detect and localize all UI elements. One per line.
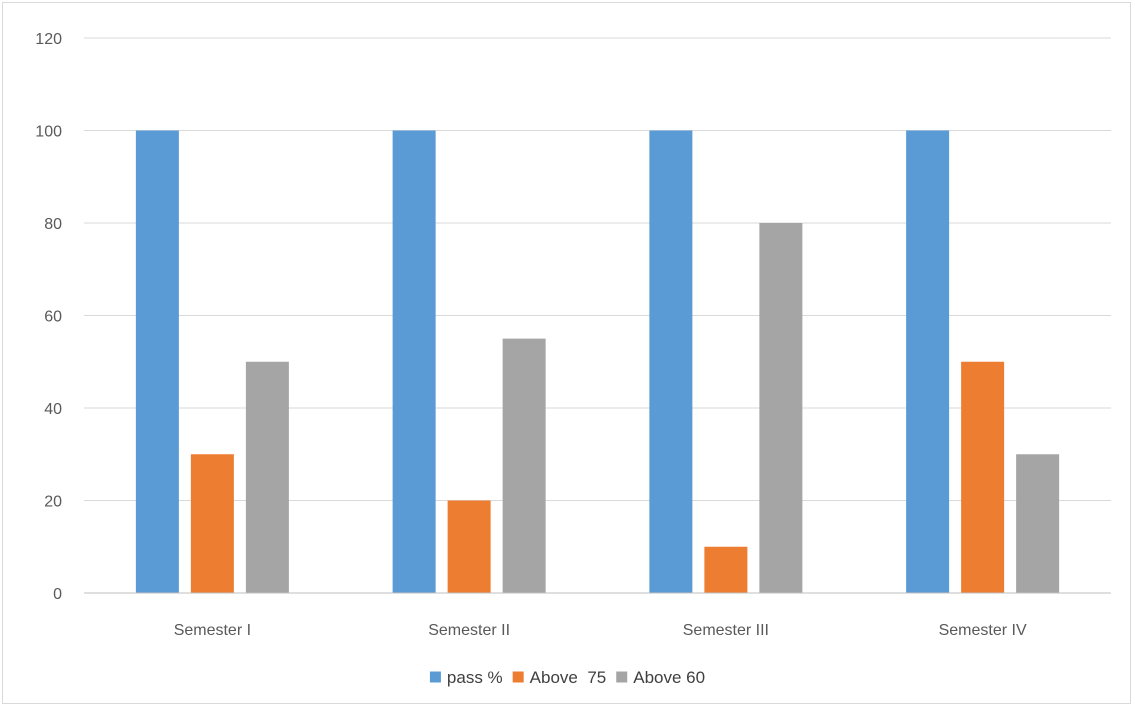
legend: pass % Above 75 Above 60 [429, 668, 705, 687]
bar-3-semester-ii [502, 338, 546, 593]
bars [135, 130, 1060, 593]
legend-label: Above 60 [633, 668, 705, 687]
bar-3-semester-iv [1016, 454, 1060, 593]
bar-1-semester-iv [906, 130, 950, 593]
x-tick-label: Semester II [428, 622, 510, 639]
bar-1-semester-i [135, 130, 179, 593]
gridlines [84, 37, 1111, 501]
y-tick-label: 120 [35, 31, 62, 48]
bar-3-semester-i [245, 361, 289, 593]
bar-1-semester-iii [649, 130, 693, 593]
x-tick-label: Semester IV [939, 622, 1027, 639]
y-tick-label: 40 [44, 401, 62, 418]
y-tick-label: 60 [44, 309, 62, 326]
y-tick-label: 80 [44, 216, 62, 233]
bar-3-semester-iii [759, 223, 803, 593]
bar-1-semester-ii [392, 130, 436, 593]
x-axis-ticks: Semester I Semester II Semester III Semeste… [174, 622, 1027, 639]
bar-2-semester-ii [447, 500, 491, 593]
bar-2-semester-i [190, 454, 234, 593]
y-axis-ticks: 0 20 40 60 80 100 120 [35, 31, 62, 603]
legend-label: Above 75 [530, 668, 607, 687]
legend-swatch [429, 671, 441, 683]
bar-2-semester-iv [961, 361, 1005, 593]
bar-2-semester-iii [704, 546, 748, 593]
y-tick-label: 100 [35, 124, 62, 141]
y-tick-label: 20 [44, 494, 62, 511]
legend-label: pass % [447, 668, 503, 687]
x-tick-label: Semester III [683, 622, 769, 639]
legend-swatch [512, 671, 524, 683]
legend-swatch [616, 671, 628, 683]
x-tick-label: Semester I [174, 622, 251, 639]
y-tick-label: 0 [53, 586, 62, 603]
